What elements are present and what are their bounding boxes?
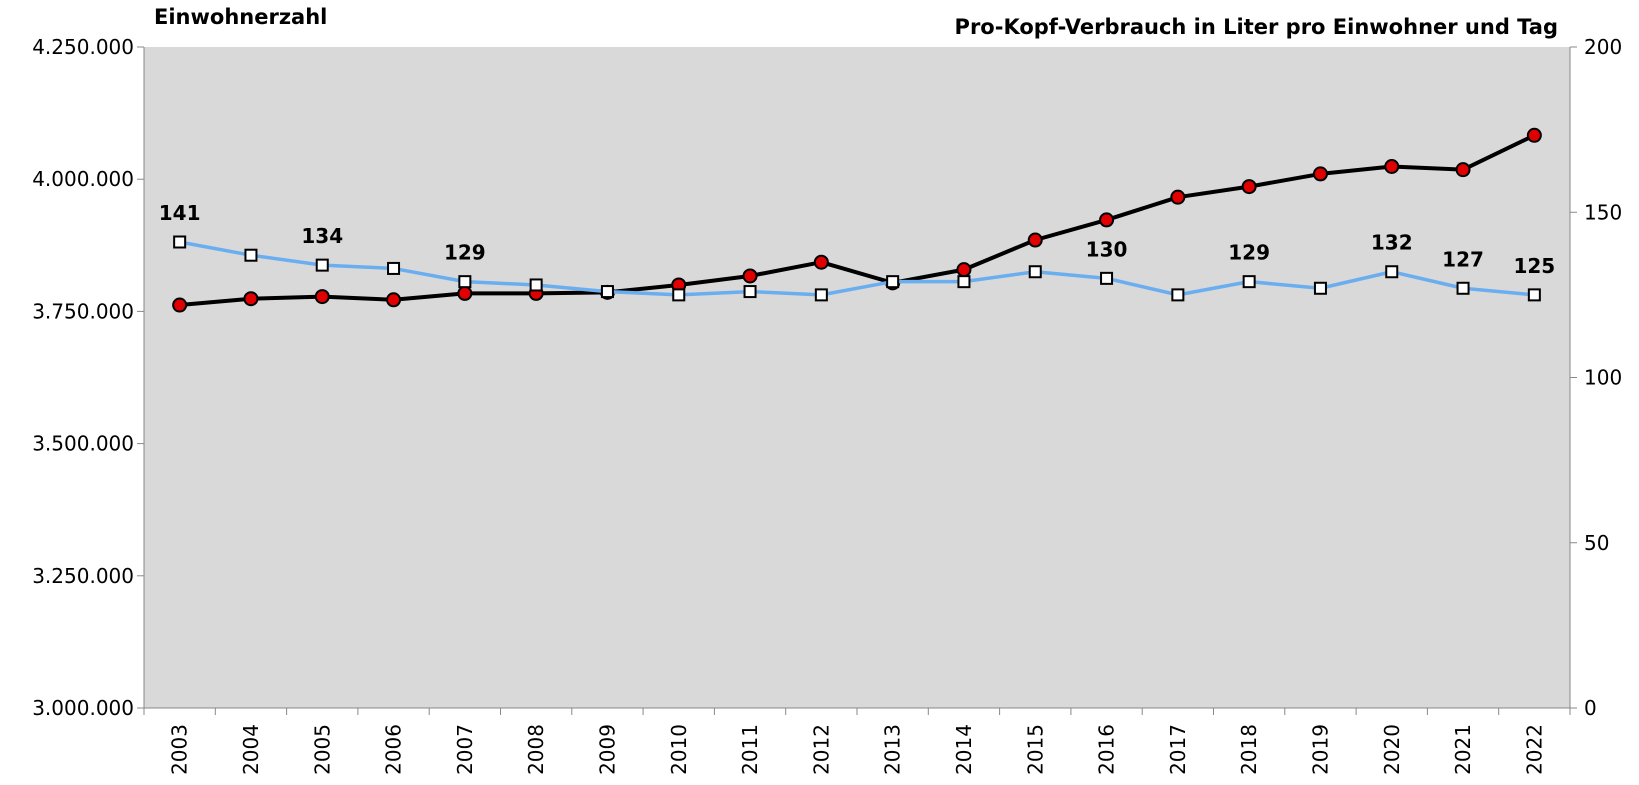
point-marker (1027, 232, 1043, 248)
point-marker (672, 288, 686, 302)
y-tick-label: 3.750.000 (32, 299, 134, 323)
x-tick-label: 2009 (595, 724, 619, 775)
data-label: 132 (1371, 231, 1413, 255)
x-tick-label: 2022 (1522, 724, 1546, 775)
point-marker (1241, 179, 1257, 195)
point-marker (886, 275, 900, 289)
series-line (179, 240, 1535, 297)
y-tick-label: 4.250.000 (32, 35, 134, 59)
x-tick-label: 2012 (809, 724, 833, 775)
point-marker (1526, 127, 1542, 143)
point-marker (957, 275, 971, 289)
x-tick-label: 2010 (667, 724, 691, 775)
point-marker (1242, 275, 1256, 289)
y2-tick-label: 0 (1584, 696, 1597, 720)
data-label: 129 (444, 241, 486, 265)
y-tick-label: 3.250.000 (32, 564, 134, 588)
x-tick-label: 2013 (881, 724, 905, 775)
x-tick-label: 2004 (239, 724, 263, 775)
y2-tick-label: 100 (1584, 366, 1622, 390)
point-marker (172, 297, 188, 313)
point-marker (1385, 265, 1399, 279)
point-marker (1170, 189, 1186, 205)
data-label: 130 (1086, 237, 1128, 261)
y2-tick-label: 200 (1584, 35, 1622, 59)
x-tick-label: 2017 (1166, 724, 1190, 775)
x-tick-label: 2005 (310, 724, 334, 775)
data-label: 129 (1228, 241, 1270, 265)
x-tick-label: 2018 (1237, 724, 1261, 775)
x-tick-label: 2015 (1023, 724, 1047, 775)
point-marker (1456, 281, 1470, 295)
chart-title: Einwohnerzahl (154, 5, 327, 29)
x-tick-label: 2011 (738, 724, 762, 775)
x-tick-label: 2003 (168, 724, 192, 775)
data-label: 134 (301, 224, 343, 248)
point-marker (387, 261, 401, 275)
point-marker (600, 285, 614, 299)
y2-tick-label: 150 (1584, 200, 1622, 224)
point-marker (814, 288, 828, 302)
point-marker (1384, 159, 1400, 175)
point-marker (1100, 271, 1114, 285)
point-marker (813, 254, 829, 270)
point-marker (1028, 265, 1042, 279)
y2-axis-title: Pro-Kopf-Verbrauch in Liter pro Einwohne… (955, 15, 1558, 39)
point-marker (743, 285, 757, 299)
point-marker (1099, 212, 1115, 228)
x-tick-label: 2021 (1451, 724, 1475, 775)
x-tick-label: 2007 (453, 724, 477, 775)
point-marker (1312, 166, 1328, 182)
point-marker (742, 268, 758, 284)
x-tick-label: 2006 (382, 724, 406, 775)
point-marker (956, 262, 972, 278)
data-label: 125 (1513, 254, 1555, 278)
point-marker (1527, 288, 1541, 302)
point-marker (243, 291, 259, 307)
y-tick-label: 3.000.000 (32, 696, 134, 720)
x-tick-label: 2014 (952, 724, 976, 775)
data-label: 141 (159, 201, 201, 225)
point-marker (244, 248, 258, 262)
point-marker (314, 289, 330, 305)
point-marker (457, 285, 473, 301)
y2-tick-label: 50 (1584, 531, 1609, 555)
x-tick-label: 2020 (1380, 724, 1404, 775)
data-label: 127 (1442, 247, 1484, 271)
point-marker (1313, 281, 1327, 295)
point-marker (315, 258, 329, 272)
y-tick-label: 3.500.000 (32, 432, 134, 456)
x-tick-label: 2008 (524, 724, 548, 775)
plot-area (144, 47, 1570, 708)
x-tick-label: 2016 (1095, 724, 1119, 775)
x-tick-label: 2019 (1308, 724, 1332, 775)
point-marker (173, 235, 187, 249)
point-marker (458, 275, 472, 289)
series-line (179, 133, 1536, 308)
point-marker (1455, 162, 1471, 178)
point-marker (386, 292, 402, 308)
y-tick-label: 4.000.000 (32, 167, 134, 191)
point-marker (1171, 288, 1185, 302)
point-marker (529, 278, 543, 292)
